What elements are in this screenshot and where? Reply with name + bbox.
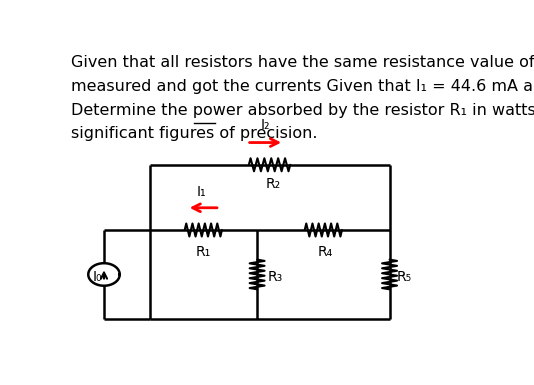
Text: R₅: R₅ [397,270,412,285]
Text: R₁: R₁ [195,245,211,259]
Text: R₄: R₄ [318,245,333,259]
Text: Determine the power absorbed by the resistor R₁ in watts with three: Determine the power absorbed by the resi… [71,102,534,117]
Text: measured and got the currents Given that I₁ = 44.6 mA and I₂ = 4.3 mA.: measured and got the currents Given that… [71,79,534,94]
Text: R₂: R₂ [266,177,281,191]
Text: I₀: I₀ [92,270,102,285]
Text: significant figures of precision.: significant figures of precision. [71,126,317,141]
Text: Given that all resistors have the same resistance value of 17 kΩ.  We: Given that all resistors have the same r… [71,55,534,70]
Text: I₁: I₁ [197,185,206,199]
Text: I₂: I₂ [261,118,270,132]
Text: R₃: R₃ [268,270,282,285]
